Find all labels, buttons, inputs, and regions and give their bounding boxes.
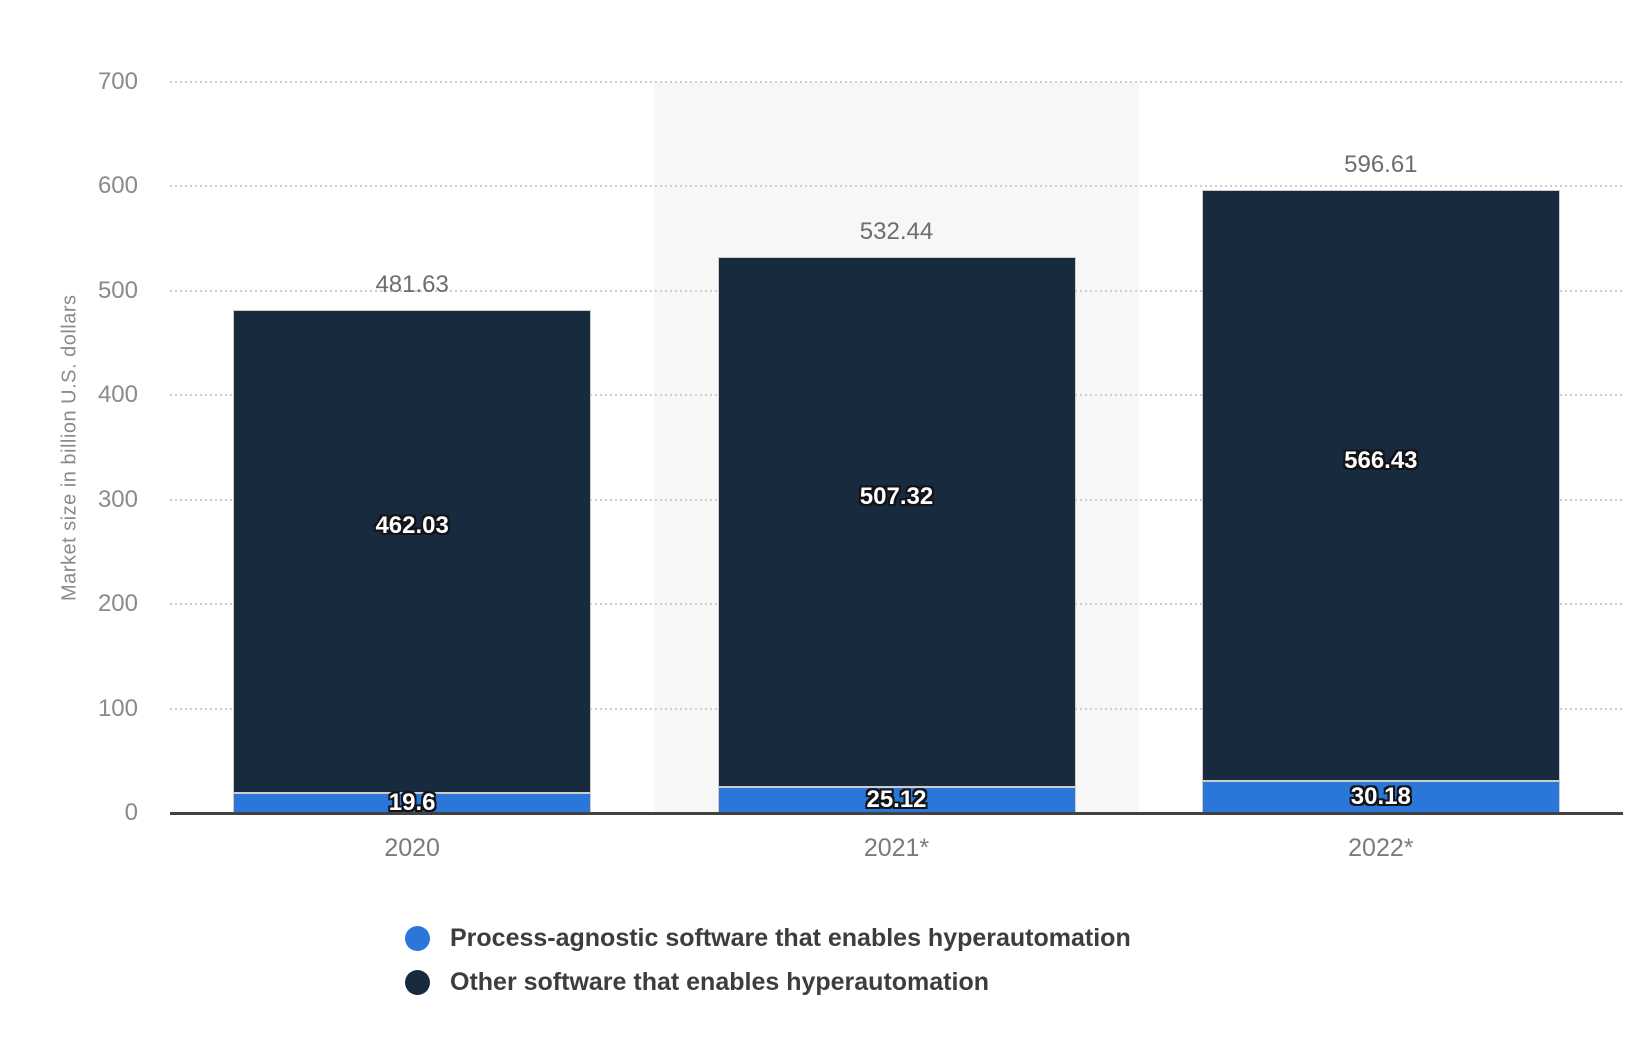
y-tick-label: 400 — [97, 381, 138, 409]
bar-total-label: 481.63 — [375, 271, 449, 299]
bar-value-label: 25.12 — [866, 785, 927, 813]
x-axis-label: 2021* — [863, 834, 930, 862]
bar-value-label: 462.03 — [375, 512, 449, 540]
x-axis-label: 2022* — [1348, 834, 1414, 862]
y-tick-label: 500 — [97, 276, 138, 304]
bar-segment-2021*-series1[interactable] — [717, 256, 1076, 787]
bar-value-label: 507.32 — [859, 482, 934, 510]
bar-segment-2020-series1[interactable] — [233, 310, 592, 793]
bar-segment-2021*-series0[interactable] — [717, 786, 1076, 813]
x-axis-label: 2020 — [384, 834, 440, 862]
bar-total-label: 596.61 — [1344, 150, 1418, 178]
legend: Process-agnostic software that enables h… — [405, 916, 1131, 1004]
legend-label: Process-agnostic software that enables h… — [450, 923, 1131, 952]
y-tick-label: 0 — [124, 799, 138, 826]
legend-label: Other software that enables hyperautomat… — [450, 967, 989, 996]
bar-segment-2022*-series0[interactable] — [1201, 781, 1560, 813]
bar-value-label: 566.43 — [1344, 446, 1418, 474]
legend-item-other-software[interactable]: Other software that enables hyperautomat… — [405, 960, 1131, 1004]
bar-value-label: 19.6 — [388, 788, 436, 816]
y-tick-label: 700 — [97, 68, 138, 95]
bar-segment-2022*-series1[interactable] — [1201, 189, 1560, 782]
y-gridline — [170, 81, 1623, 83]
y-tick-label: 300 — [97, 485, 138, 513]
x-axis-line — [170, 812, 1623, 815]
bar-total-label: 532.44 — [859, 217, 934, 245]
bar-value-label: 30.18 — [1350, 783, 1411, 811]
legend-marker-icon — [405, 969, 430, 995]
y-tick-label: 200 — [97, 590, 138, 618]
y-tick-label: 600 — [97, 172, 138, 200]
y-gridline — [170, 185, 1623, 188]
legend-item-process-agnostic[interactable]: Process-agnostic software that enables h… — [405, 916, 1131, 960]
y-tick-label: 100 — [97, 694, 138, 722]
legend-marker-icon — [405, 925, 430, 951]
